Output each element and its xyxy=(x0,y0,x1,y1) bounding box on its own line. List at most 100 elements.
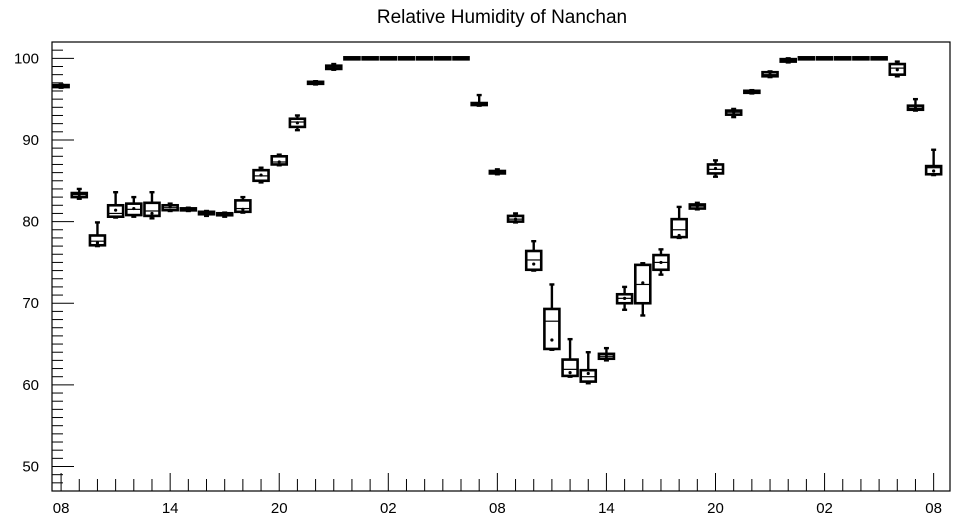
box-12 xyxy=(270,153,289,167)
box-mean-marker xyxy=(804,56,808,60)
box-26 xyxy=(524,239,543,272)
box-mean-marker xyxy=(550,338,554,342)
box-mean-marker xyxy=(132,206,136,211)
box-5 xyxy=(143,191,161,220)
box-24 xyxy=(488,168,507,176)
box-mean-marker xyxy=(841,56,845,60)
box-mean-marker xyxy=(695,204,699,208)
box-mean-marker xyxy=(532,262,536,266)
box-mean-marker xyxy=(513,217,518,221)
y-tick-label: 70 xyxy=(22,295,39,312)
box-mean-marker xyxy=(677,233,681,238)
box-mean-marker xyxy=(114,208,118,212)
box-mean-marker xyxy=(641,281,645,285)
box-mean-marker xyxy=(732,110,736,114)
box-46 xyxy=(888,60,907,78)
box-14 xyxy=(306,79,325,86)
x-tick-label: 14 xyxy=(162,500,179,517)
box-mean-marker xyxy=(313,81,318,85)
box-body xyxy=(88,234,107,247)
box-mean-marker xyxy=(659,260,663,265)
box-mean-marker xyxy=(768,73,772,77)
box-32 xyxy=(633,262,652,317)
box-23 xyxy=(470,93,488,107)
box-body xyxy=(143,201,161,218)
box-mean-marker xyxy=(932,169,936,173)
box-28 xyxy=(561,337,579,378)
chart-title: Relative Humidity of Nanchan xyxy=(377,7,627,28)
box-30 xyxy=(597,346,616,362)
y-tick-label: 90 xyxy=(22,132,39,149)
box-37 xyxy=(724,107,743,119)
box-45 xyxy=(870,56,888,61)
y-tick-label: 80 xyxy=(22,214,39,231)
y-tick-label: 100 xyxy=(14,50,39,67)
box-mean-marker xyxy=(568,371,572,375)
x-tick-label: 08 xyxy=(53,500,70,517)
box-body xyxy=(561,358,579,378)
box-35 xyxy=(688,201,707,211)
box-7 xyxy=(179,206,198,213)
box-body xyxy=(670,217,688,239)
x-tick-label: 02 xyxy=(816,500,833,517)
box-47 xyxy=(906,97,925,112)
box-40 xyxy=(779,57,798,64)
box-mean-marker xyxy=(150,211,154,216)
box-mean-marker xyxy=(859,56,863,60)
box-body xyxy=(234,199,252,214)
box-22 xyxy=(452,56,470,61)
box-11 xyxy=(252,166,270,184)
box-mean-marker xyxy=(604,354,609,358)
box-mean-marker xyxy=(241,207,245,211)
x-tick-label: 20 xyxy=(707,500,724,517)
box-13 xyxy=(288,114,307,132)
box-mean-marker xyxy=(495,171,499,175)
box-mean-marker xyxy=(277,160,281,164)
box-44 xyxy=(852,56,870,61)
box-mean-marker xyxy=(350,56,354,60)
box-mean-marker xyxy=(186,207,190,211)
box-mean-marker xyxy=(623,296,627,300)
box-16 xyxy=(343,56,361,61)
box-8 xyxy=(197,209,216,218)
box-48 xyxy=(924,148,943,177)
y-tick-label: 60 xyxy=(22,377,39,394)
box-38 xyxy=(743,88,761,95)
box-18 xyxy=(379,56,398,61)
box-body xyxy=(270,154,289,166)
plot-frame xyxy=(51,41,951,492)
box-2 xyxy=(88,221,107,248)
box-4 xyxy=(125,195,143,218)
box-3 xyxy=(106,191,125,219)
box-mean-marker xyxy=(822,56,827,60)
x-tick-label: 08 xyxy=(489,500,506,517)
y-axis: 50 60 70 80 90 100 xyxy=(14,41,74,492)
box-21 xyxy=(434,56,452,61)
box-25 xyxy=(506,212,525,224)
box-31 xyxy=(615,285,634,311)
box-0 xyxy=(52,83,70,89)
box-mean-marker xyxy=(750,90,754,94)
box-39 xyxy=(761,70,779,79)
box-mean-marker xyxy=(477,102,481,106)
box-mean-marker xyxy=(59,84,63,88)
box-mean-marker xyxy=(459,56,463,60)
x-tick-label: 20 xyxy=(271,500,288,517)
box-mean-marker xyxy=(786,58,790,62)
box-mean-marker xyxy=(586,371,590,376)
y-tick-label: 50 xyxy=(22,459,39,476)
box-mean-marker xyxy=(423,56,427,60)
box-mean-marker xyxy=(386,56,390,60)
box-mean-marker xyxy=(368,56,372,60)
box-body xyxy=(579,368,598,383)
box-mean-marker xyxy=(913,106,918,110)
x-tick-label: 02 xyxy=(380,500,397,517)
box-20 xyxy=(415,56,434,61)
box-mean-marker xyxy=(332,65,336,69)
box-mean-marker xyxy=(295,121,300,125)
box-mean-marker xyxy=(223,212,227,216)
box-mean-marker xyxy=(77,193,81,197)
box-43 xyxy=(833,56,852,61)
box-42 xyxy=(815,56,834,61)
